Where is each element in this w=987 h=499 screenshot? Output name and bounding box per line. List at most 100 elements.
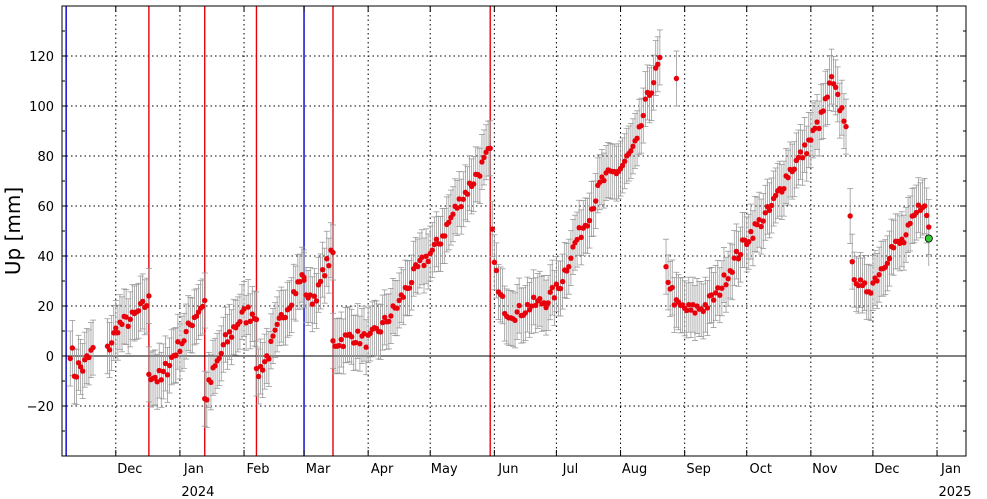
- data-point: [772, 192, 779, 199]
- data-point: [288, 302, 295, 308]
- data-point: [274, 321, 280, 328]
- data-point: [901, 239, 907, 246]
- data-point: [528, 303, 535, 309]
- data-point: [216, 355, 222, 361]
- data-point: [514, 309, 520, 315]
- data-point: [218, 350, 224, 357]
- data-point: [760, 218, 766, 224]
- data-point: [642, 96, 649, 102]
- y-tick-label: 120: [29, 50, 54, 65]
- data-point: [913, 209, 920, 216]
- y-tick-label: 40: [37, 250, 54, 265]
- data-point: [146, 371, 152, 378]
- x-tick-label: Sep: [686, 462, 711, 477]
- data-point: [293, 290, 299, 297]
- data-point: [876, 271, 882, 278]
- data-point: [731, 255, 738, 261]
- data-point: [73, 374, 80, 380]
- data-point: [199, 303, 206, 310]
- data-point: [317, 278, 324, 285]
- grid-lines: [62, 6, 966, 456]
- data-point: [437, 241, 444, 247]
- data-point: [725, 276, 731, 282]
- data-point: [839, 105, 845, 111]
- data-point: [282, 314, 289, 321]
- data-point: [657, 54, 663, 61]
- y-tick-label: 80: [37, 150, 54, 165]
- data-point: [570, 244, 576, 250]
- data-point: [90, 344, 96, 351]
- data-point: [597, 179, 603, 185]
- data-point: [262, 358, 268, 365]
- data-point: [396, 297, 402, 304]
- data-point: [319, 266, 326, 273]
- data-point: [487, 145, 493, 151]
- data-point: [559, 278, 566, 285]
- data-point: [512, 317, 518, 324]
- data-point: [301, 277, 307, 283]
- data-point: [220, 342, 227, 348]
- data-point: [450, 211, 456, 217]
- data-point: [379, 319, 386, 326]
- data-point: [857, 277, 864, 283]
- data-point: [640, 112, 646, 119]
- x-tick-label: Mar: [306, 462, 331, 477]
- data-point: [183, 328, 189, 335]
- data-point: [135, 308, 142, 314]
- y-tick-label: 0: [46, 350, 54, 365]
- data-point: [322, 272, 328, 279]
- data-point: [353, 339, 359, 346]
- data-point: [737, 251, 744, 258]
- y-tick-label: −20: [27, 400, 54, 415]
- data-point: [758, 223, 764, 230]
- data-point: [601, 177, 607, 184]
- data-point: [156, 367, 162, 374]
- data-point: [377, 329, 384, 335]
- data-point: [729, 269, 735, 275]
- data-point: [164, 372, 171, 378]
- data-point: [79, 368, 86, 374]
- data-point: [874, 278, 880, 284]
- data-points: [67, 54, 933, 403]
- data-point: [723, 282, 729, 288]
- data-point: [673, 75, 680, 82]
- data-point: [890, 245, 897, 251]
- data-point: [808, 137, 814, 143]
- data-point: [851, 276, 857, 283]
- data-point: [547, 289, 553, 295]
- data-point: [557, 285, 564, 292]
- data-point: [158, 377, 164, 383]
- data-point: [245, 304, 251, 310]
- data-point: [456, 196, 462, 202]
- x-tick-label: Jan: [940, 462, 961, 477]
- data-point: [419, 254, 425, 260]
- data-point: [446, 219, 452, 226]
- data-point: [479, 159, 485, 165]
- data-point: [648, 90, 655, 96]
- data-point: [226, 329, 233, 335]
- data-point: [464, 191, 471, 197]
- data-point: [537, 296, 543, 302]
- data-point: [568, 255, 574, 261]
- data-point: [255, 373, 262, 380]
- data-point: [146, 293, 152, 299]
- data-point: [590, 205, 597, 212]
- x-tick-label: Aug: [622, 462, 647, 477]
- data-point: [516, 302, 522, 309]
- data-point: [828, 73, 835, 80]
- data-point: [406, 285, 413, 291]
- data-point: [855, 282, 862, 289]
- data-point: [144, 302, 150, 309]
- plot-frame: [61, 5, 967, 457]
- data-point: [154, 379, 160, 385]
- data-point: [429, 247, 435, 253]
- data-point: [152, 374, 158, 381]
- data-point: [330, 338, 336, 344]
- data-point: [77, 364, 84, 370]
- data-point: [799, 155, 806, 161]
- data-point: [181, 338, 187, 344]
- data-point: [814, 119, 820, 125]
- data-point: [638, 122, 644, 129]
- data-point: [746, 239, 752, 245]
- data-point: [125, 323, 131, 330]
